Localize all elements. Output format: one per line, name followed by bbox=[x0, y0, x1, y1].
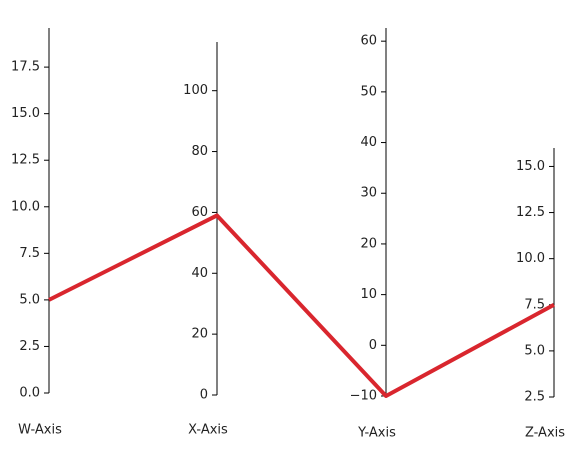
axis-label: X-Axis bbox=[188, 423, 228, 438]
y-tick-label: 0 bbox=[369, 338, 377, 353]
axis-label: Z-Axis bbox=[525, 426, 565, 441]
y-tick-label: 2.5 bbox=[524, 390, 545, 405]
y-tick-label: 40 bbox=[360, 135, 377, 150]
y-tick-label: 15.0 bbox=[516, 159, 545, 174]
y-tick-label: 12.5 bbox=[11, 153, 40, 168]
y-tick-label: 60 bbox=[191, 205, 208, 220]
y-tick-label: 20 bbox=[360, 236, 377, 251]
y-tick-label: 5.0 bbox=[524, 343, 545, 358]
y-tick-label: 0 bbox=[200, 388, 208, 403]
y-tick-label: 12.5 bbox=[516, 205, 545, 220]
y-tick-label: 40 bbox=[191, 266, 208, 281]
y-tick-label: 30 bbox=[360, 186, 377, 201]
series-line bbox=[48, 213, 555, 398]
y-tick-label: 5.0 bbox=[19, 292, 40, 307]
y-tick-label: 80 bbox=[191, 144, 208, 159]
y-tick-label: 20 bbox=[191, 327, 208, 342]
y-tick-label: 17.5 bbox=[11, 60, 40, 75]
y-tick-label: 7.5 bbox=[524, 297, 545, 312]
y-tick-label: 10.0 bbox=[11, 199, 40, 214]
y-tick-label: 100 bbox=[183, 83, 208, 98]
axis-label: W-Axis bbox=[18, 423, 62, 438]
y-tick-label: 10.0 bbox=[516, 251, 545, 266]
y-tick-label: 10 bbox=[360, 287, 377, 302]
y-tick-label: 15.0 bbox=[11, 106, 40, 121]
y-tick-label: 2.5 bbox=[19, 339, 40, 354]
y-tick-label: −10 bbox=[350, 389, 377, 404]
axis-label: Y-Axis bbox=[357, 426, 396, 441]
y-tick-label: 7.5 bbox=[19, 246, 40, 261]
y-tick-label: 0.0 bbox=[19, 386, 40, 401]
y-tick-label: 50 bbox=[360, 84, 377, 99]
y-tick-label: 60 bbox=[360, 34, 377, 49]
